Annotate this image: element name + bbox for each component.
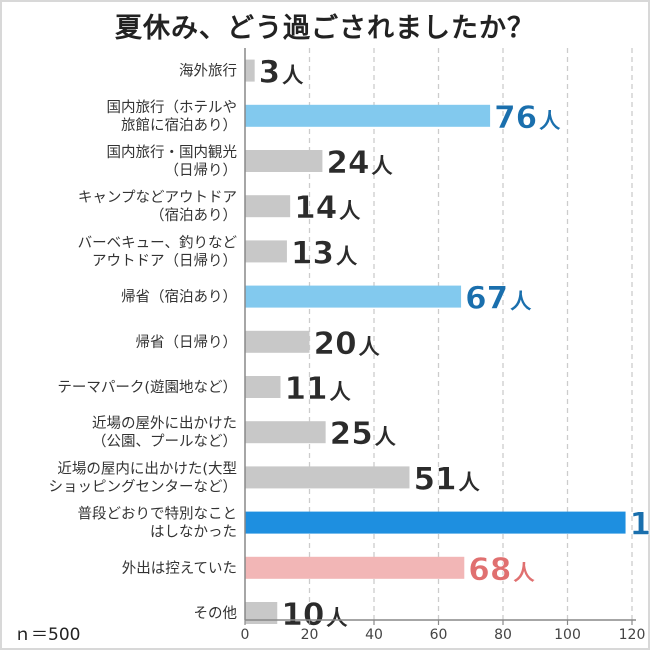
x-tick-label: 120 bbox=[619, 627, 646, 643]
bar bbox=[245, 285, 462, 308]
category-label: バーベキュー、釣りなど bbox=[78, 234, 238, 251]
bar bbox=[245, 150, 323, 172]
x-tick-label: 60 bbox=[430, 627, 448, 643]
category-label: テーマパーク(遊園地など） bbox=[57, 379, 237, 396]
bar bbox=[245, 240, 287, 263]
chart-title: 夏休み、どう過ごされましたか？ bbox=[115, 13, 535, 44]
category-label: ショッピングセンターなど） bbox=[49, 478, 238, 495]
bar bbox=[245, 511, 626, 534]
category-label: （宿泊あり） bbox=[150, 207, 237, 224]
value-label: 68人 bbox=[468, 552, 534, 588]
sample-size-note: ｎ＝500 bbox=[14, 625, 81, 645]
bar bbox=[245, 195, 291, 218]
value-label: 3人 bbox=[259, 55, 304, 91]
category-label: 普段どおりで特別なこと bbox=[78, 506, 238, 523]
x-tick-label: 80 bbox=[494, 627, 512, 643]
category-label: キャンプなどアウトドア bbox=[78, 189, 237, 206]
bar bbox=[245, 59, 255, 82]
bar bbox=[245, 330, 310, 353]
x-tick-label: 0 bbox=[241, 627, 250, 643]
category-label: その他 bbox=[194, 605, 238, 622]
category-label: 帰省（宿泊あり） bbox=[121, 288, 237, 306]
category-label: 国内旅行・国内観光 bbox=[107, 144, 238, 161]
value-label: 20人 bbox=[314, 326, 380, 362]
category-label: 外出は控えていた bbox=[122, 560, 237, 577]
bar bbox=[245, 602, 278, 624]
category-label: 帰省（日帰り） bbox=[136, 333, 238, 351]
category-label: 海外旅行 bbox=[179, 63, 237, 80]
x-tick-label: 100 bbox=[554, 627, 581, 643]
value-label: 14人 bbox=[294, 190, 360, 226]
value-label: 24人 bbox=[326, 145, 392, 181]
value-label: 76人 bbox=[494, 100, 560, 136]
x-tick-label: 40 bbox=[365, 627, 383, 643]
value-label: 51人 bbox=[413, 461, 479, 497]
category-label: アウトドア（日帰り） bbox=[92, 251, 237, 269]
value-label: 13人 bbox=[291, 235, 357, 271]
value-label: 25人 bbox=[330, 416, 396, 452]
bar bbox=[245, 556, 465, 579]
category-label: （公園、プールなど） bbox=[92, 433, 237, 450]
category-label: 近場の屋外に出かけた bbox=[92, 415, 237, 432]
category-label: 旅館に宿泊あり） bbox=[121, 117, 237, 134]
bar bbox=[245, 466, 410, 489]
value-label: 67人 bbox=[465, 281, 531, 317]
category-label: 国内旅行（ホテルや bbox=[107, 99, 238, 116]
value-label: 10人 bbox=[281, 597, 347, 633]
x-tick-label: 20 bbox=[301, 627, 319, 643]
value-label: 11人 bbox=[284, 371, 350, 407]
bar bbox=[245, 376, 281, 398]
category-label: はしなかった bbox=[150, 524, 237, 541]
value-label: 118人 bbox=[630, 507, 650, 543]
bar bbox=[245, 104, 491, 127]
category-label: （日帰り） bbox=[165, 161, 238, 179]
bar bbox=[245, 421, 326, 444]
category-label: 近場の屋内に出かけた(大型 bbox=[57, 460, 237, 477]
